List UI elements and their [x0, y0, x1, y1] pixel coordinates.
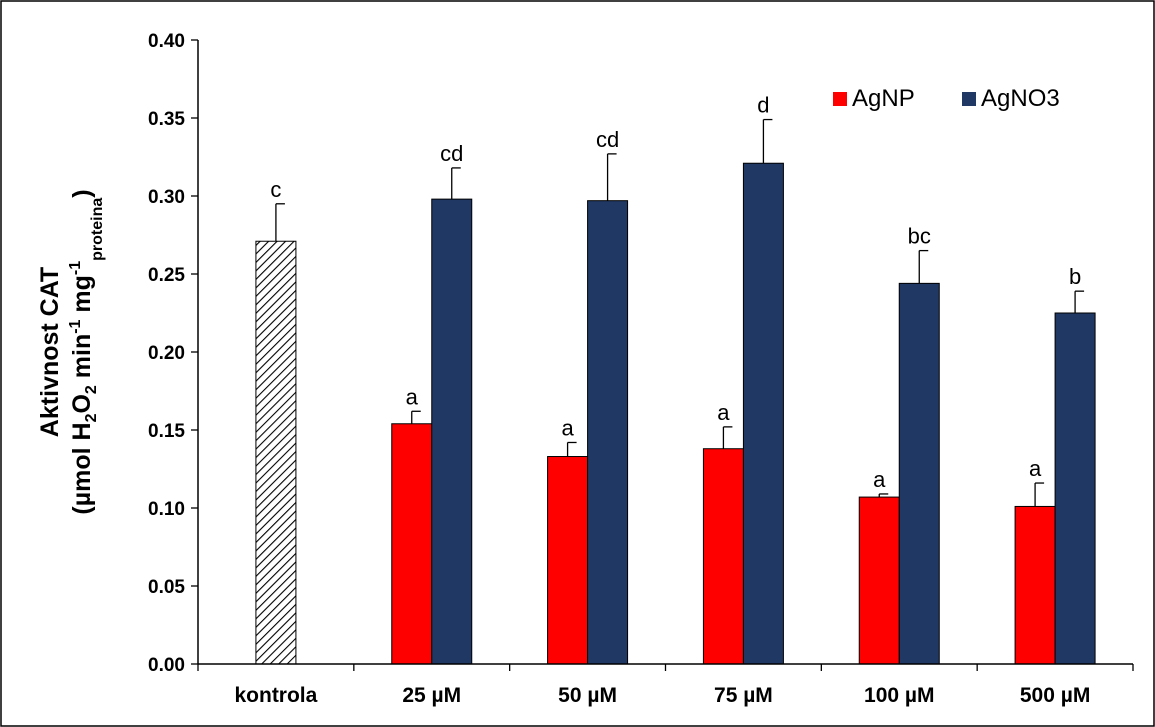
legend-swatch-agno3: [962, 92, 976, 106]
x-tick-label: 50 µM: [558, 684, 617, 707]
sig-label-agnp-3: a: [717, 400, 730, 425]
y-tick-label: 0.35: [148, 109, 185, 130]
x-tick-label: 25 µM: [402, 684, 461, 707]
x-tick-label: 75 µM: [714, 684, 773, 707]
y-tick-label: 0.00: [148, 655, 185, 676]
sig-label-agno3-2: cd: [596, 127, 619, 152]
y-tick-label: 0.30: [148, 187, 185, 208]
legend-swatch-agnp: [833, 92, 847, 106]
x-tick-label: 500 µM: [1020, 684, 1090, 707]
x-tick-label: 100 µM: [864, 684, 934, 707]
y-tick-label: 0.40: [148, 31, 185, 52]
y-tick-label: 0.20: [148, 343, 185, 364]
sig-label-agnp-2: a: [561, 415, 574, 440]
sig-label-control: c: [270, 177, 281, 202]
bar-agno3-1: [431, 198, 473, 665]
y-axis-label: Aktivnost CAT: [36, 267, 64, 437]
bar-agnp-2: [547, 456, 589, 665]
plot-area: 0.00 0.05 0.10 0.15 0.20 0.25 0.30 0.35 0.40 c a cd…: [148, 31, 1134, 707]
y-tick-label: 0.25: [148, 265, 185, 286]
y-tick-label: 0.05: [148, 577, 185, 598]
bar-agno3-3: [742, 162, 784, 665]
sig-label-agnp-4: a: [873, 467, 886, 492]
y-axis-label-units: (µmol H2O2 min-1 mg-1proteina): [67, 189, 106, 514]
sig-label-agnp-5: a: [1029, 456, 1042, 481]
bar-agno3-5: [1054, 312, 1096, 665]
bar-agno3-2: [587, 200, 629, 665]
bar-control: [255, 240, 297, 665]
bar-agno3-4: [898, 282, 940, 665]
legend-label-agnp: AgNP: [852, 85, 915, 112]
sig-label-agno3-5: b: [1069, 264, 1081, 289]
legend-label-agno3: AgNO3: [981, 85, 1060, 112]
y-tick-label: 0.15: [148, 421, 185, 442]
bar-agnp-3: [702, 448, 744, 665]
bar-agnp-1: [391, 423, 433, 665]
sig-label-agno3-3: d: [757, 93, 769, 118]
legend: AgNP AgNO3: [833, 85, 1060, 112]
sig-label-agnp-1: a: [406, 384, 419, 409]
bar-agnp-5: [1014, 505, 1056, 665]
sig-label-agno3-1: cd: [440, 141, 463, 166]
bar-agnp-4: [858, 496, 900, 665]
sig-label-agno3-4: bc: [908, 224, 931, 249]
x-tick-label: kontrola: [234, 684, 317, 707]
y-tick-label: 0.10: [148, 499, 185, 520]
